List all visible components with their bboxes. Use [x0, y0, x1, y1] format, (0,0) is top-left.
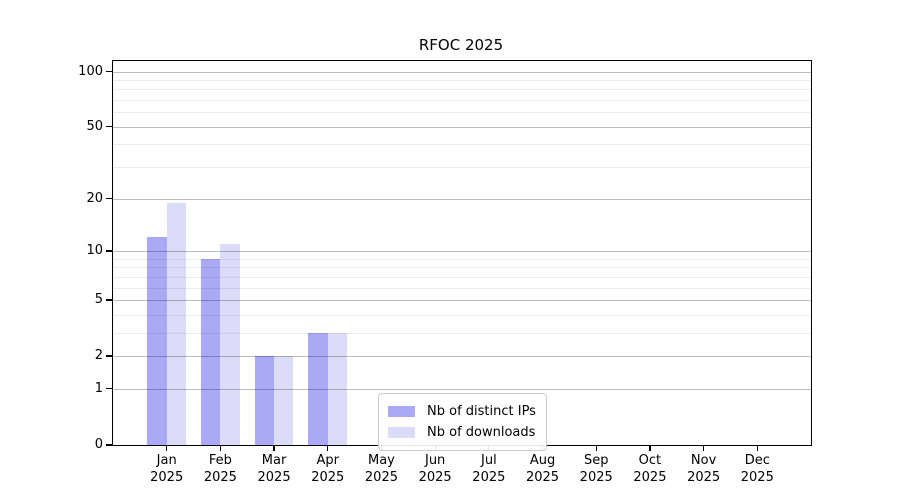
bar-mar-downloads: [274, 356, 294, 445]
x-tick-label: Nov 2025: [687, 453, 721, 485]
x-tick-mark: [273, 445, 275, 451]
gridline-minor: [113, 167, 811, 169]
y-tick-label: 0: [94, 437, 103, 452]
x-tick-label: Dec 2025: [740, 453, 774, 485]
gridline-major: [113, 198, 811, 200]
x-tick-label: Mar 2025: [257, 453, 291, 485]
gridline-major: [113, 250, 811, 252]
y-tick-mark: [106, 70, 112, 73]
y-tick-mark: [106, 355, 112, 357]
x-tick-mark: [756, 445, 758, 451]
gridline-major: [113, 299, 811, 301]
chart-title: RFOC 2025: [418, 36, 504, 54]
y-tick-label: 10: [86, 242, 103, 258]
x-tick-label: May 2025: [364, 453, 398, 485]
legend-label-distinct-ips: Nb of distinct IPs: [427, 404, 536, 419]
y-tick-mark: [106, 198, 112, 200]
gridline-major: [113, 71, 811, 73]
y-tick-label: 2: [94, 348, 103, 364]
x-tick-label: Feb 2025: [203, 453, 237, 485]
x-tick-mark: [166, 445, 168, 451]
gridline-major: [113, 388, 811, 390]
bar-feb-distinct-ips: [201, 258, 221, 445]
x-tick-label: Jan 2025: [150, 453, 184, 485]
gridline-minor: [113, 258, 811, 260]
y-tick-label: 5: [94, 291, 103, 307]
legend-swatch-distinct-ips: [388, 406, 415, 417]
x-tick-label: Oct 2025: [633, 453, 667, 485]
x-tick-label: Apr 2025: [311, 453, 345, 485]
y-tick-mark: [106, 444, 112, 446]
gridline-minor: [113, 267, 811, 269]
legend-label-downloads: Nb of downloads: [427, 425, 536, 440]
gridline-minor: [113, 276, 811, 278]
x-tick-mark: [649, 445, 651, 451]
bar-jan-downloads: [166, 202, 186, 445]
bar-apr-distinct-ips: [308, 332, 328, 445]
gridline-minor: [113, 100, 811, 102]
x-tick-label: Jul 2025: [472, 453, 506, 485]
gridline-minor: [113, 89, 811, 91]
x-tick-label: Sep 2025: [579, 453, 613, 485]
y-tick-label: 50: [86, 118, 103, 134]
gridline-minor: [113, 314, 811, 316]
bar-jan-distinct-ips: [147, 237, 167, 445]
bar-mar-distinct-ips: [254, 356, 275, 445]
legend-swatch-downloads: [388, 427, 415, 438]
gridline-major: [113, 356, 811, 358]
x-tick-label: Jun 2025: [418, 453, 452, 485]
y-tick-label: 20: [86, 190, 103, 206]
y-tick-mark: [106, 126, 112, 128]
gridline-minor: [113, 144, 811, 146]
gridline-minor: [113, 79, 811, 81]
legend: Nb of distinct IPs Nb of downloads: [378, 393, 547, 451]
x-tick-label: Aug 2025: [525, 453, 560, 485]
y-tick-mark: [106, 388, 112, 390]
legend-item-downloads: Nb of downloads: [388, 422, 536, 443]
y-tick-label: 1: [94, 380, 103, 396]
x-tick-mark: [219, 445, 221, 451]
gridline-minor: [113, 332, 811, 334]
y-tick-label: 100: [78, 63, 103, 79]
x-tick-mark: [595, 445, 597, 451]
gridline-minor: [113, 112, 811, 114]
legend-item-distinct-ips: Nb of distinct IPs: [388, 401, 536, 422]
bar-apr-downloads: [327, 332, 348, 445]
gridline-minor: [113, 287, 811, 289]
bar-feb-downloads: [220, 243, 240, 445]
y-tick-mark: [106, 250, 112, 252]
gridline-major: [113, 126, 811, 128]
y-tick-mark: [106, 299, 112, 301]
x-tick-mark: [327, 445, 329, 451]
x-tick-mark: [703, 445, 705, 451]
plot-area: Nb of distinct IPs Nb of downloads 0 1 2 5 1…: [78, 60, 812, 485]
